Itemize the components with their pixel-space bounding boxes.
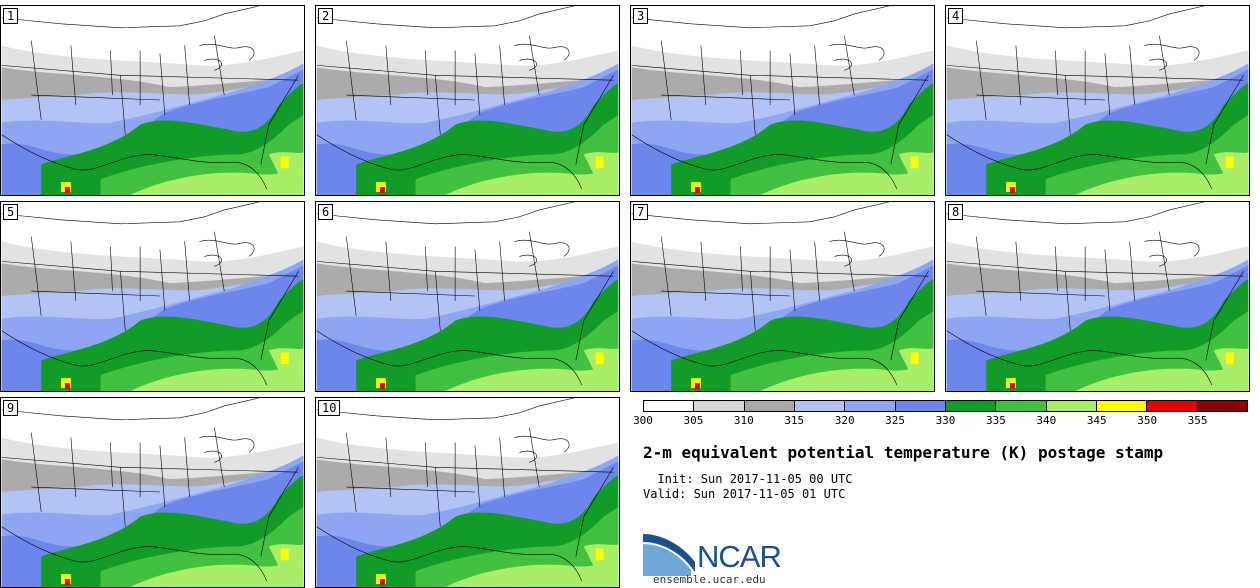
member-panel-2: 2 bbox=[315, 5, 620, 196]
colorbar-tick-325: 325 bbox=[885, 414, 906, 427]
member-panel-4: 4 bbox=[945, 5, 1250, 196]
colorbar-tick-320: 320 bbox=[834, 414, 855, 427]
colorbar-segment-7 bbox=[945, 401, 997, 411]
panel-label-1: 1 bbox=[3, 8, 19, 24]
colorbar-tick-355: 355 bbox=[1187, 414, 1208, 427]
panel-label-7: 7 bbox=[633, 204, 649, 220]
map-panel-3 bbox=[631, 6, 934, 195]
colorbar-tick-350: 350 bbox=[1137, 414, 1158, 427]
member-panel-8: 8 bbox=[945, 201, 1250, 392]
colorbar-tick-315: 315 bbox=[784, 414, 805, 427]
map-panel-8 bbox=[946, 202, 1249, 391]
colorbar-segment-3 bbox=[744, 401, 795, 411]
site-url: ensemble.ucar.edu bbox=[653, 573, 766, 586]
panel-label-5: 5 bbox=[3, 204, 19, 220]
member-panel-9: 9 bbox=[0, 397, 305, 588]
colorbar bbox=[643, 400, 1248, 412]
panel-label-10: 10 bbox=[318, 400, 341, 416]
ncar-logo-icon bbox=[643, 534, 695, 576]
panel-label-8: 8 bbox=[948, 204, 964, 220]
colorbar-tick-335: 335 bbox=[985, 414, 1006, 427]
member-panel-1: 1 bbox=[0, 5, 305, 196]
map-panel-5 bbox=[1, 202, 304, 391]
member-panel-5: 5 bbox=[0, 201, 305, 392]
member-panel-7: 7 bbox=[630, 201, 935, 392]
member-panel-6: 6 bbox=[315, 201, 620, 392]
colorbar-segment-6 bbox=[895, 401, 946, 411]
colorbar-segment-10 bbox=[1096, 401, 1148, 411]
chart-title: 2-m equivalent potential temperature (K)… bbox=[643, 443, 1164, 462]
member-panel-3: 3 bbox=[630, 5, 935, 196]
colorbar-tick-340: 340 bbox=[1036, 414, 1057, 427]
colorbar-tick-300: 300 bbox=[633, 414, 653, 427]
panel-label-2: 2 bbox=[318, 8, 334, 24]
map-panel-4 bbox=[946, 6, 1249, 195]
init-time: Init: Sun 2017-11-05 00 UTC bbox=[643, 472, 853, 486]
panel-label-6: 6 bbox=[318, 204, 334, 220]
colorbar-segment-8 bbox=[996, 401, 1047, 411]
panel-label-3: 3 bbox=[633, 8, 649, 24]
ncar-logo-text: NCAR bbox=[697, 539, 782, 574]
map-panel-2 bbox=[316, 6, 619, 195]
colorbar-segment-9 bbox=[1046, 401, 1097, 411]
map-panel-6 bbox=[316, 202, 619, 391]
panel-label-9: 9 bbox=[3, 400, 19, 416]
colorbar-tick-310: 310 bbox=[733, 414, 754, 427]
colorbar-tick-330: 330 bbox=[935, 414, 956, 427]
map-panel-7 bbox=[631, 202, 934, 391]
colorbar-segment-12 bbox=[1197, 401, 1247, 411]
colorbar-tick-305: 305 bbox=[683, 414, 704, 427]
colorbar-tick-345: 345 bbox=[1086, 414, 1107, 427]
map-panel-1 bbox=[1, 6, 304, 195]
member-panel-10: 10 bbox=[315, 397, 620, 588]
colorbar-tick-labels: 300 305 310 315 320 325 330 335 340 345 350 355 bbox=[0, 414, 1260, 430]
colorbar-segment-2 bbox=[694, 401, 745, 411]
colorbar-segment-11 bbox=[1147, 401, 1198, 411]
colorbar-segment-1 bbox=[644, 401, 695, 411]
panel-label-4: 4 bbox=[948, 8, 964, 24]
valid-time: Valid: Sun 2017-11-05 01 UTC bbox=[643, 487, 846, 501]
colorbar-segment-4 bbox=[794, 401, 846, 411]
colorbar-segment-5 bbox=[845, 401, 896, 411]
